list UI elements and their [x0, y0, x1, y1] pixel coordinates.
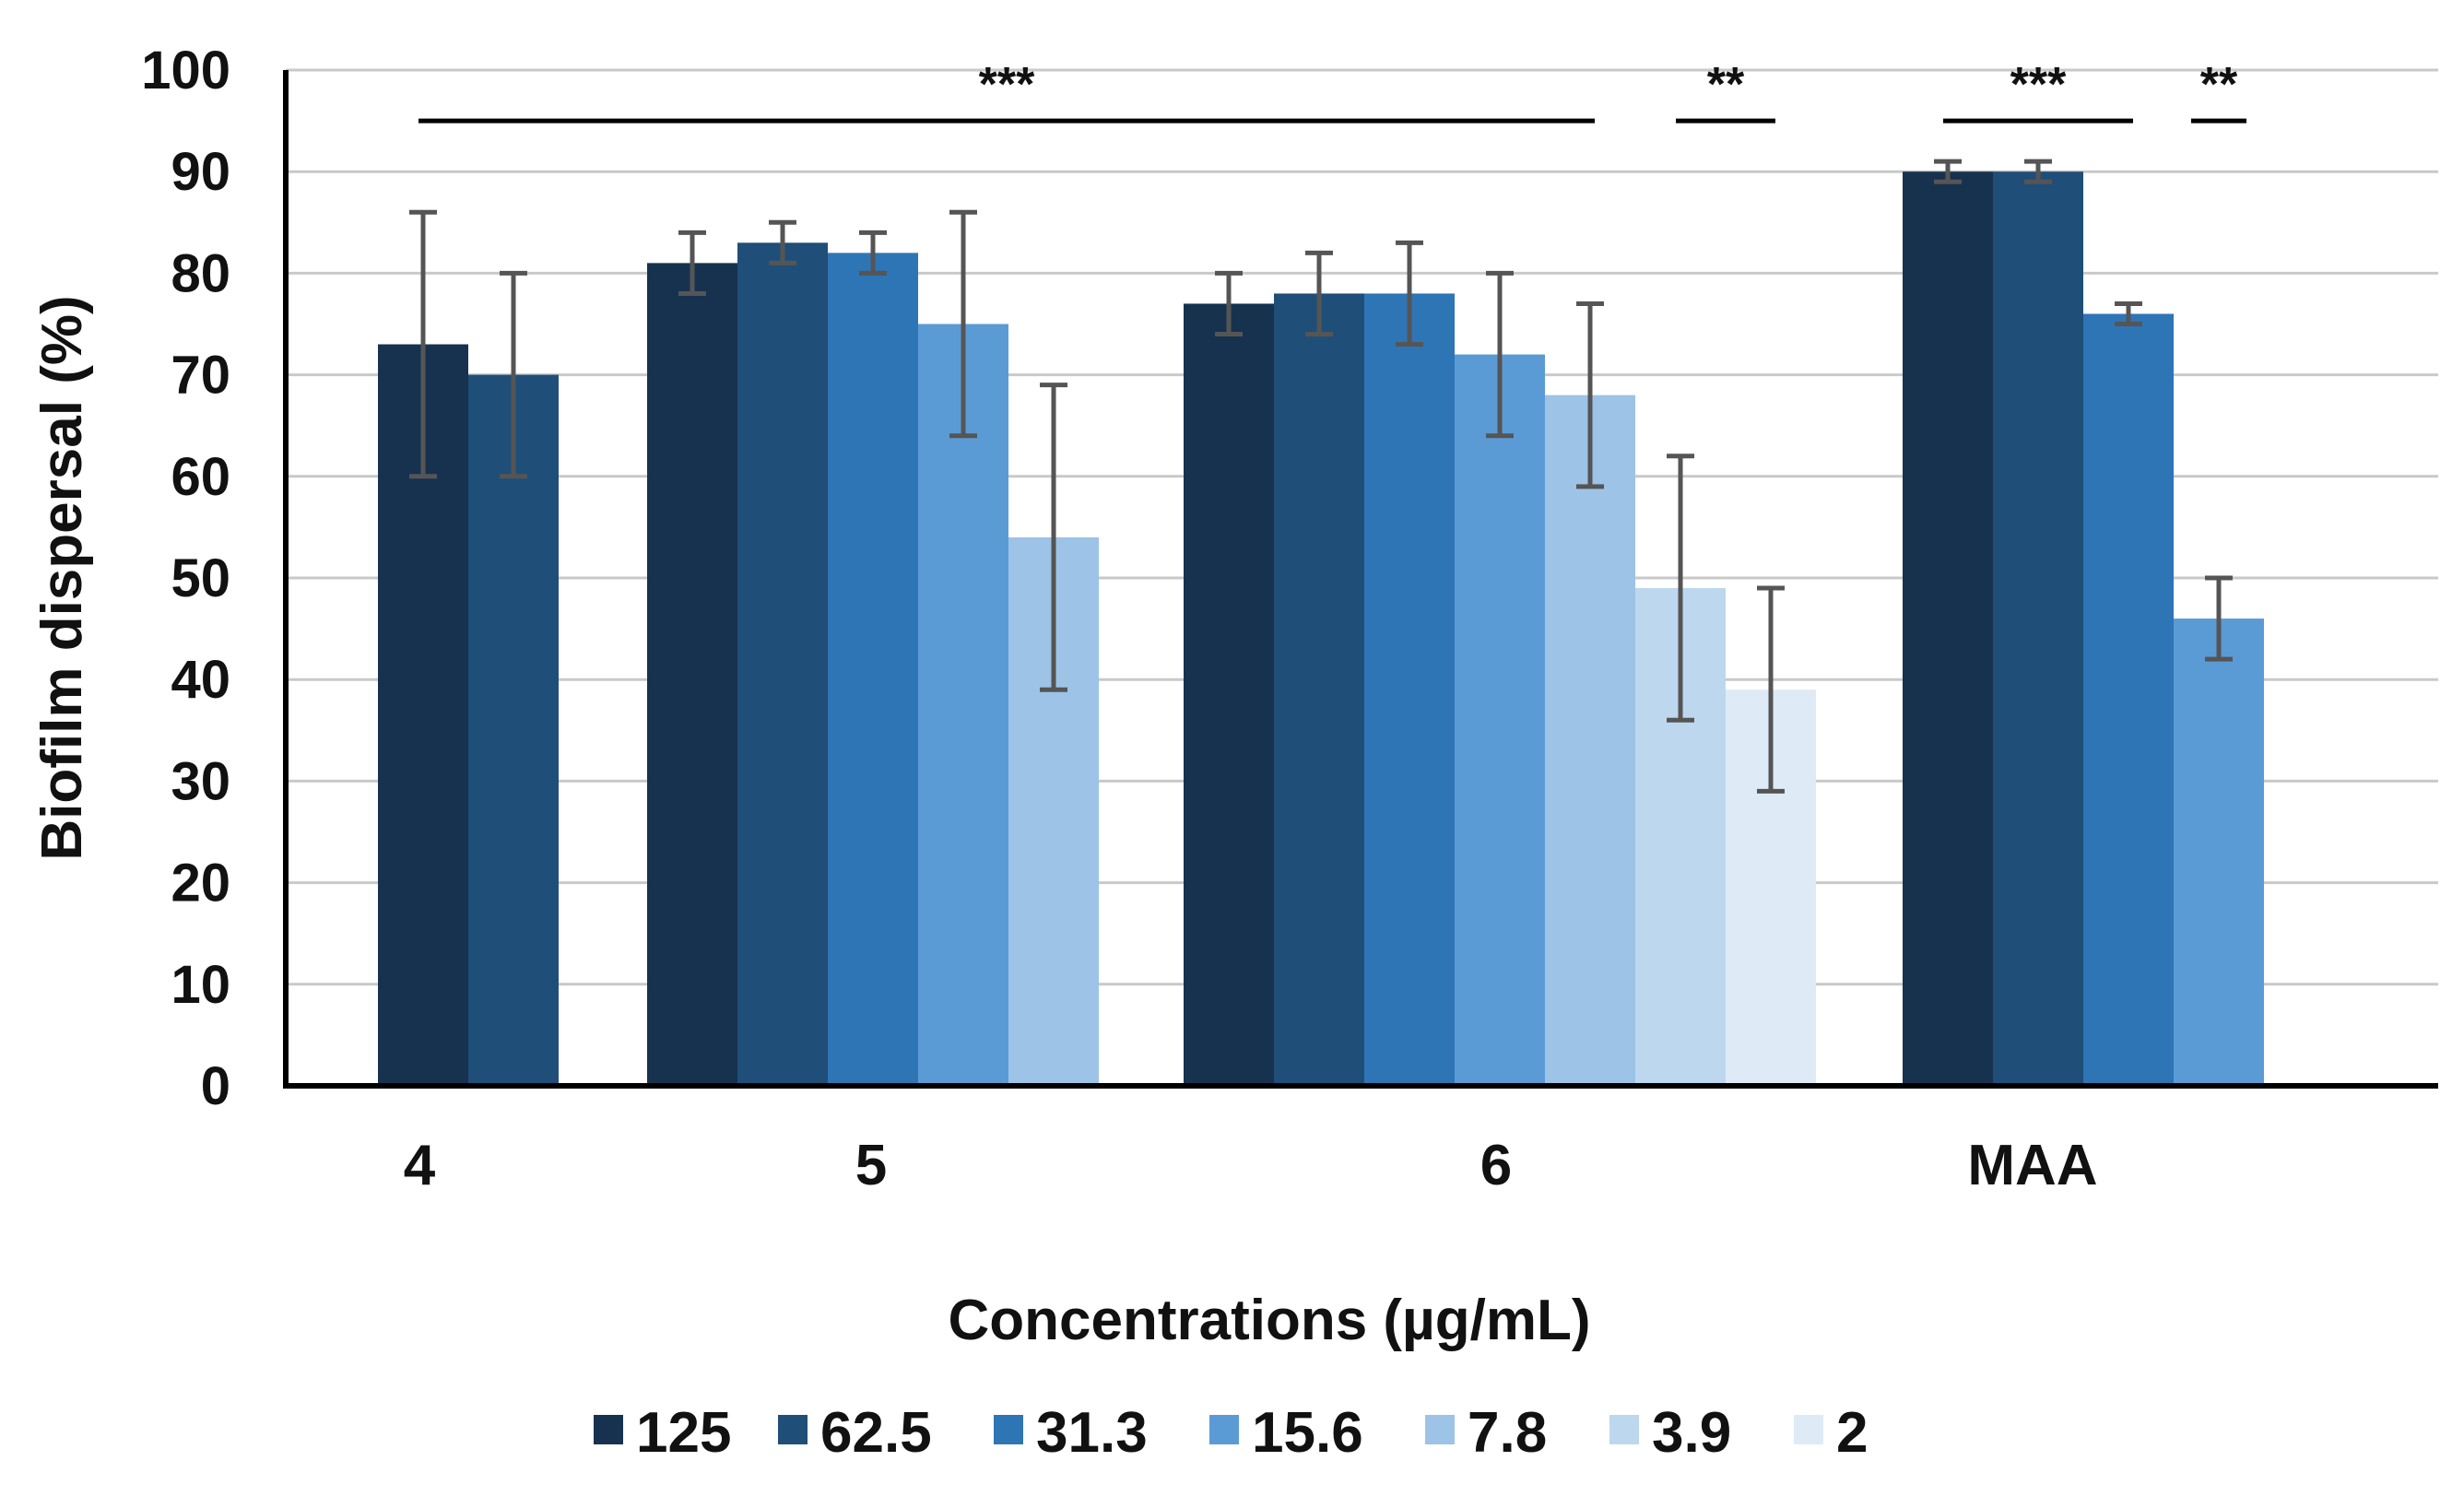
bar-6-15.6: [1455, 354, 1545, 1086]
x-tick-label-6: 6: [1480, 1134, 1512, 1197]
y-tick-label: 90: [171, 142, 230, 202]
legend-label-31.3: 31.3: [1036, 1401, 1148, 1465]
legend-swatch-15.6: [1209, 1415, 1239, 1444]
legend-swatch-3.9: [1609, 1415, 1639, 1444]
y-tick-label: 30: [171, 751, 230, 811]
y-axis-label: Biofilm dispersal (%): [30, 295, 94, 860]
significance-stars: **: [1707, 58, 1745, 112]
legend-label-125: 125: [636, 1401, 731, 1465]
bar-5-125: [647, 263, 737, 1086]
x-axis-label: Concentrations (µg/mL): [948, 1289, 1590, 1352]
x-tick-label-5: 5: [855, 1134, 887, 1197]
bar-6-62.5: [1274, 293, 1364, 1086]
legend-label-15.6: 15.6: [1252, 1401, 1363, 1465]
bar-MAA-62.5: [1993, 171, 2083, 1086]
y-tick-label: 100: [141, 41, 230, 100]
legend-label-7.8: 7.8: [1468, 1401, 1547, 1465]
legend-swatch-2: [1794, 1415, 1823, 1444]
axes: [283, 70, 2438, 1089]
bar-6-7.8: [1545, 395, 1635, 1086]
y-tick-label: 20: [171, 854, 230, 913]
legend-label-3.9: 3.9: [1652, 1401, 1731, 1465]
y-tick-label: 10: [171, 955, 230, 1015]
significance-stars: **: [2200, 58, 2238, 112]
y-tick-labels: 0 10 20 30 40 50 60 70 80 90 100: [141, 41, 230, 1116]
bar-6-31.3: [1364, 293, 1455, 1086]
y-tick-label: 70: [171, 346, 230, 406]
legend-swatch-31.3: [994, 1415, 1023, 1444]
y-tick-label: 40: [171, 650, 230, 710]
bar-6-125: [1184, 303, 1274, 1087]
bar-4-62.5: [468, 374, 559, 1087]
y-tick-label: 0: [201, 1056, 230, 1116]
significance-annotations: *** ** *** **: [419, 58, 2246, 124]
bar-MAA-31.3: [2083, 313, 2174, 1087]
bar-5-62.5: [737, 242, 828, 1087]
legend-label-2: 2: [1836, 1401, 1868, 1465]
x-tick-label-MAA: MAA: [1967, 1134, 2097, 1197]
bar-MAA-15.6: [2174, 619, 2264, 1086]
legend: 125 62.5 31.3 15.6 7.8 3.9 2: [594, 1401, 1868, 1465]
y-tick-label: 60: [171, 447, 230, 507]
bar-5-15.6: [918, 324, 1008, 1086]
x-tick-label-4: 4: [404, 1134, 436, 1197]
legend-swatch-62.5: [778, 1415, 808, 1444]
legend-swatch-125: [594, 1415, 623, 1444]
legend-label-62.5: 62.5: [820, 1401, 932, 1465]
y-tick-label: 50: [171, 548, 230, 608]
bar-5-31.3: [828, 253, 918, 1086]
x-tick-labels: 4 5 6 MAA: [404, 1134, 2098, 1197]
legend-swatch-7.8: [1425, 1415, 1455, 1444]
bar-MAA-125: [1903, 171, 1993, 1086]
error-bars: [409, 159, 2233, 794]
y-tick-label: 80: [171, 243, 230, 303]
significance-stars: ***: [2010, 58, 2067, 112]
significance-stars: ***: [979, 58, 1035, 112]
